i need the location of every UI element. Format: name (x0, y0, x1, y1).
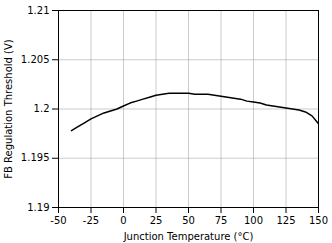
svg-text:0: 0 (120, 215, 126, 226)
svg-text:Junction Temperature (°C): Junction Temperature (°C) (123, 231, 254, 242)
svg-text:1.195: 1.195 (21, 152, 50, 163)
svg-text:-50: -50 (50, 215, 66, 226)
svg-text:75: 75 (215, 215, 228, 226)
svg-text:150: 150 (309, 215, 328, 226)
svg-text:100: 100 (244, 215, 263, 226)
svg-text:125: 125 (276, 215, 295, 226)
svg-text:25: 25 (150, 215, 163, 226)
svg-text:50: 50 (182, 215, 195, 226)
svg-text:-25: -25 (83, 215, 99, 226)
svg-text:1.205: 1.205 (21, 54, 50, 65)
svg-text:1.19: 1.19 (27, 202, 49, 213)
svg-text:FB Regulation Threshold (V): FB Regulation Threshold (V) (3, 39, 14, 179)
svg-text:1.2: 1.2 (34, 103, 50, 114)
svg-text:1.21: 1.21 (27, 5, 49, 16)
